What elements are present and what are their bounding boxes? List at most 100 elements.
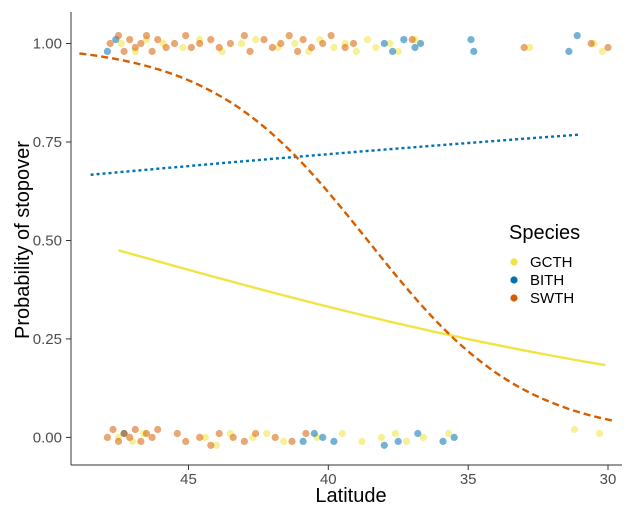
point-gcth-0 [117, 39, 125, 48]
point-gcth-31 [263, 429, 271, 438]
x-tick-label-0: 45 [180, 471, 197, 488]
fit-lines [79, 52, 614, 422]
point-swth-33 [604, 43, 612, 52]
point-bith-6 [417, 39, 425, 48]
point-swth-46 [196, 433, 204, 441]
legend-title: Species [509, 222, 580, 244]
point-gcth-39 [419, 433, 427, 441]
point-bith-15 [330, 437, 338, 445]
point-swth-28 [341, 43, 349, 52]
point-bith-20 [450, 433, 458, 441]
point-gcth-13 [330, 43, 338, 52]
point-swth-49 [229, 433, 237, 441]
y-tick-label-1: 0.25 [33, 331, 62, 348]
y-tick-label-2: 0.50 [33, 233, 62, 250]
point-swth-3 [126, 36, 134, 44]
x-axis-title: Latitude [315, 485, 386, 507]
point-gcth-42 [596, 429, 604, 438]
point-gcth-23 [598, 47, 607, 56]
point-gcth-41 [570, 425, 579, 434]
point-swth-10 [170, 39, 179, 48]
point-gcth-15 [352, 47, 360, 56]
legend-key-gcth [510, 258, 518, 266]
point-gcth-17 [372, 43, 380, 52]
x-tick-label-3: 30 [600, 471, 617, 488]
point-bith-13 [310, 429, 318, 438]
x-tick-label-2: 35 [460, 471, 477, 488]
point-swth-39 [131, 425, 139, 434]
point-swth-22 [285, 31, 293, 40]
point-swth-51 [252, 429, 260, 438]
point-gcth-16 [363, 36, 372, 44]
point-swth-5 [137, 39, 145, 48]
point-swth-38 [126, 433, 134, 441]
point-swth-23 [294, 47, 302, 56]
legend-label-bith: BITH [530, 272, 564, 289]
point-gcth-18 [386, 39, 394, 48]
y-tick-label-0: 0.00 [33, 429, 62, 446]
point-swth-50 [240, 437, 248, 445]
point-bith-4 [400, 36, 408, 44]
point-swth-24 [299, 36, 307, 44]
point-swth-17 [240, 31, 248, 40]
point-swth-30 [408, 36, 416, 44]
point-bith-12 [299, 437, 307, 445]
axes [66, 12, 622, 470]
legend-label-gcth: GCTH [530, 254, 573, 271]
point-swth-20 [268, 43, 276, 52]
point-swth-40 [137, 437, 145, 445]
point-swth-41 [142, 429, 151, 438]
point-swth-32 [587, 39, 595, 48]
point-gcth-38 [403, 437, 411, 445]
point-swth-2 [120, 47, 128, 56]
point-gcth-10 [291, 39, 299, 48]
point-swth-35 [109, 425, 117, 434]
tick-labels: 0.00 0.25 0.50 0.75 1.00 45 40 35 30 [33, 36, 617, 489]
point-gcth-36 [377, 433, 386, 441]
point-bith-8 [470, 47, 478, 56]
point-bith-16 [380, 441, 388, 449]
fit-line-swth [79, 52, 614, 422]
point-bith-19 [439, 437, 447, 445]
point-gcth-4 [179, 43, 187, 52]
point-swth-14 [207, 36, 215, 44]
point-swth-11 [182, 31, 190, 40]
legend-key-swth [510, 294, 518, 302]
point-swth-1 [114, 31, 123, 40]
point-swth-25 [307, 43, 316, 52]
point-bith-3 [389, 47, 397, 56]
point-swth-26 [319, 39, 327, 48]
point-swth-34 [103, 433, 111, 441]
point-swth-53 [288, 437, 296, 445]
point-swth-31 [520, 43, 528, 52]
point-swth-54 [302, 429, 310, 438]
point-bith-2 [380, 39, 388, 48]
point-swth-43 [154, 425, 162, 434]
point-bith-14 [319, 433, 327, 441]
point-bith-17 [394, 437, 402, 445]
point-swth-29 [349, 39, 358, 48]
point-swth-15 [215, 43, 223, 52]
point-bith-7 [467, 36, 475, 44]
point-gcth-7 [238, 39, 246, 48]
legend-key-bith [510, 276, 518, 284]
point-swth-0 [106, 39, 114, 48]
point-gcth-19 [394, 47, 402, 56]
point-gcth-37 [391, 429, 399, 438]
point-swth-16 [226, 39, 234, 48]
point-swth-7 [148, 47, 156, 56]
scatter-points [103, 31, 612, 449]
point-gcth-35 [358, 437, 366, 445]
point-gcth-34 [338, 429, 346, 438]
point-bith-18 [414, 429, 422, 438]
point-gcth-8 [252, 36, 260, 44]
point-bith-5 [411, 43, 419, 52]
point-bith-0 [103, 47, 111, 56]
fit-line-bith [90, 133, 581, 176]
point-swth-4 [131, 43, 139, 52]
point-swth-36 [114, 437, 123, 445]
point-swth-12 [187, 43, 195, 52]
fit-line-gcth [118, 249, 606, 367]
